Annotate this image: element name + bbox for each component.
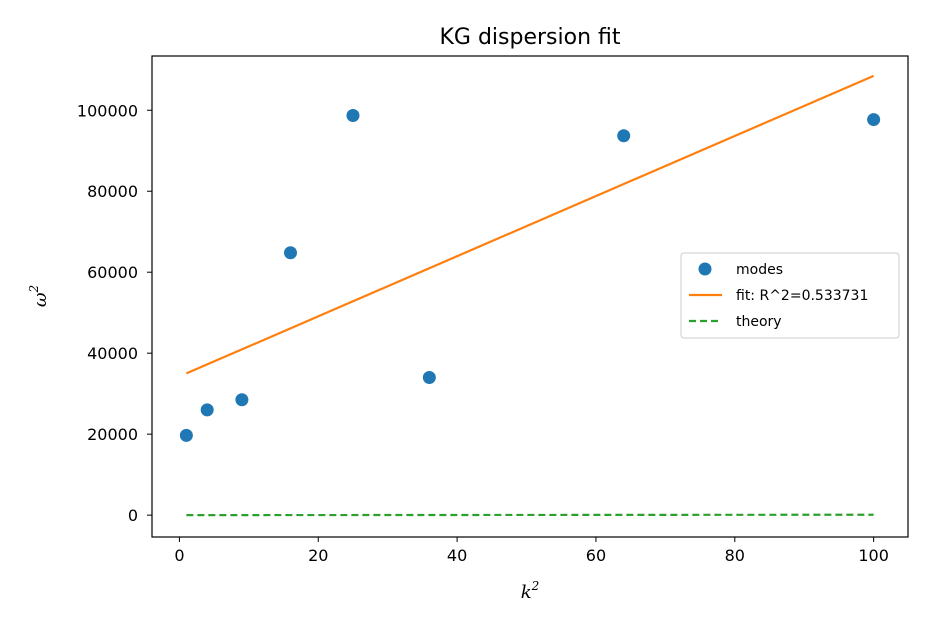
data-point-modes — [179, 428, 193, 442]
y-axis-ticks: 0 20000 40000 60000 80000 100000 — [77, 101, 152, 525]
x-tick-label: 100 — [858, 546, 889, 565]
y-tick-label: 80000 — [87, 182, 138, 201]
x-tick-label: 60 — [586, 546, 606, 565]
legend-box — [680, 252, 900, 339]
data-point-modes — [283, 246, 297, 260]
x-tick-label: 0 — [174, 546, 184, 565]
legend-label-modes: modes — [736, 262, 783, 278]
chart-title: KG dispersion fit — [439, 25, 620, 50]
x-tick-label: 40 — [447, 546, 467, 565]
plot-area — [151, 55, 909, 538]
y-tick-label: 20000 — [87, 425, 138, 444]
data-point-modes — [422, 370, 436, 384]
x-axis-label-superscript: 2 — [531, 579, 540, 593]
series-layer — [179, 74, 881, 517]
series-line-fit — [185, 74, 875, 375]
legend-label-theory: theory — [736, 314, 782, 330]
y-tick-label: 100000 — [77, 101, 138, 120]
data-point-modes — [617, 129, 631, 143]
x-axis-label: k2 — [521, 579, 540, 603]
y-axis-label-base: ω — [30, 292, 51, 307]
axes-frame — [151, 55, 909, 538]
data-point-modes — [867, 113, 881, 127]
x-tick-label: 20 — [308, 546, 328, 565]
y-axis-label-superscript: 2 — [27, 285, 41, 294]
data-point-modes — [346, 109, 360, 123]
y-tick-label: 40000 — [87, 344, 138, 363]
data-point-modes — [200, 403, 214, 417]
x-tick-label: 80 — [725, 546, 745, 565]
legend: modes fit: R^2=0.533731 theory — [680, 252, 900, 339]
legend-label-fit: fit: R^2=0.533731 — [736, 288, 868, 304]
x-axis-label-base: k — [521, 582, 532, 603]
x-axis-ticks: 0 20 40 60 80 100 — [174, 537, 889, 565]
y-tick-label: 60000 — [87, 263, 138, 282]
y-axis-label: ω2 — [27, 285, 51, 307]
legend-marker-modes — [698, 262, 712, 276]
y-tick-label: 0 — [128, 506, 138, 525]
data-point-modes — [235, 393, 249, 407]
